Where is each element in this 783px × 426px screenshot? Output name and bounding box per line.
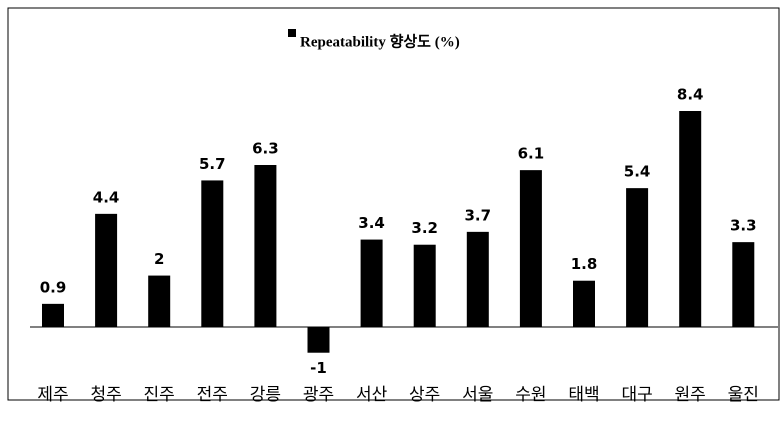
value-label: 3.2 <box>411 219 438 237</box>
value-label: 3.7 <box>465 206 492 224</box>
value-label: 5.7 <box>199 155 226 173</box>
value-label: 3.4 <box>358 214 385 232</box>
bar <box>254 165 277 327</box>
bar <box>307 327 330 353</box>
x-tick-label: 광주 <box>303 385 334 405</box>
x-tick-label: 원주 <box>675 385 706 405</box>
bar <box>413 244 436 327</box>
bar <box>201 180 224 327</box>
x-tick-label: 수원 <box>515 385 546 405</box>
bar <box>360 239 383 327</box>
bar <box>148 275 171 327</box>
value-label: 8.4 <box>677 86 704 104</box>
value-label: 6.1 <box>518 145 545 163</box>
bar <box>42 303 64 327</box>
chart-frame <box>7 7 780 401</box>
value-label: 1.8 <box>571 255 598 273</box>
x-tick-label: 강릉 <box>250 385 281 405</box>
x-tick-label: 청주 <box>90 385 121 405</box>
value-label: 6.3 <box>252 140 279 158</box>
bar <box>466 231 489 327</box>
bar <box>95 213 118 327</box>
value-label: 0.9 <box>40 278 67 296</box>
value-label: -1 <box>310 359 327 377</box>
x-tick-label: 서울 <box>462 385 493 405</box>
bar <box>679 111 702 327</box>
value-label: 2 <box>154 250 164 268</box>
x-tick-label: 상주 <box>409 385 440 405</box>
x-tick-label: 태백 <box>568 385 599 405</box>
bar <box>732 242 755 327</box>
value-label: 5.4 <box>624 163 651 181</box>
x-tick-label: 서산 <box>356 385 388 405</box>
bar <box>519 170 542 327</box>
bar <box>573 280 595 327</box>
x-tick-label: 대구 <box>621 385 652 405</box>
value-label: 3.3 <box>730 217 757 235</box>
bar <box>626 188 649 327</box>
x-tick-label: 제주 <box>37 385 68 405</box>
x-tick-label: 진주 <box>144 385 175 405</box>
x-tick-label: 전주 <box>197 385 228 405</box>
legend-label: Repeatability 향상도 (%) <box>300 33 460 50</box>
legend-swatch <box>288 29 296 37</box>
value-label: 4.4 <box>93 188 120 206</box>
x-tick-label: 울진 <box>728 385 759 405</box>
